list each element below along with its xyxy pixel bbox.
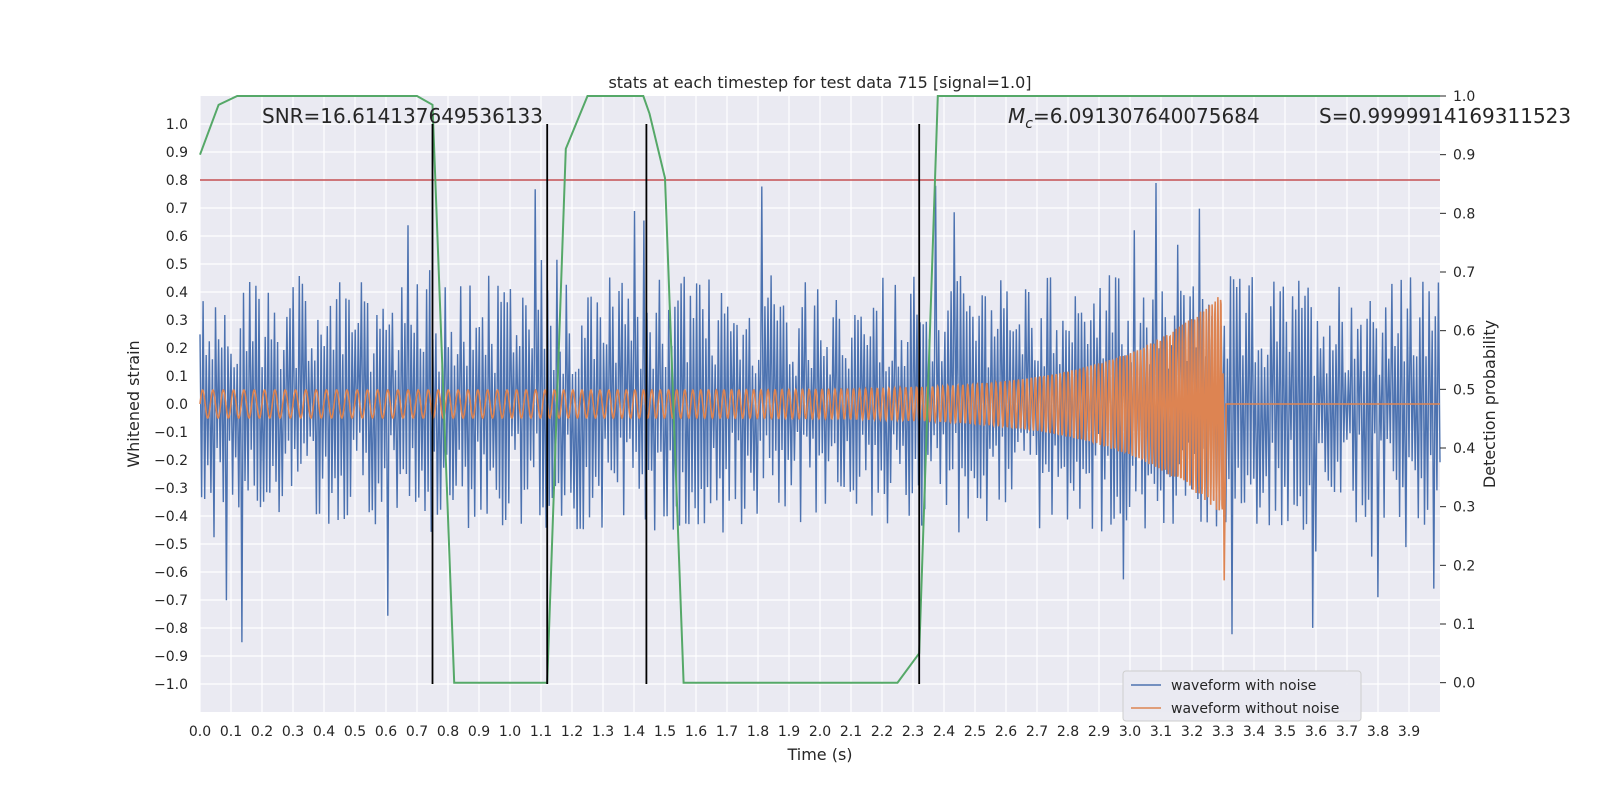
x-tick-label: 1.7: [716, 724, 738, 740]
y2-tick-label: 0.9: [1453, 148, 1475, 164]
x-tick-label: 2.6: [995, 724, 1017, 740]
y2-tick-label: 0.4: [1453, 441, 1475, 457]
x-tick-label: 2.9: [1088, 724, 1110, 740]
x-tick-label: 2.7: [1026, 724, 1048, 740]
y-axis-right: 1.0 0.9 0.8 0.7 0.6 0.5 0.4 0.3 0.2 0.1 0.0: [1440, 89, 1475, 692]
s-annotation: S=0.9999914169311523: [1319, 104, 1571, 128]
x-tick-label: 2.2: [871, 724, 893, 740]
y-tick-label: 0.3: [166, 313, 188, 329]
x-tick-label: 0.1: [220, 724, 242, 740]
y-tick-label: 0.5: [166, 257, 188, 273]
x-tick-label: 3.9: [1398, 724, 1420, 740]
clean-waveform-line: [199, 297, 1440, 581]
x-tick-label: 3.3: [1212, 724, 1234, 740]
x-tick-label: 1.9: [778, 724, 800, 740]
y-tick-label: −0.8: [154, 621, 188, 637]
x-axis-label: Time (s): [786, 745, 852, 764]
y-tick-label: −0.9: [154, 649, 188, 665]
y-tick-label: −0.5: [154, 537, 188, 553]
x-tick-label: 3.6: [1305, 724, 1327, 740]
x-tick-label: 2.8: [1057, 724, 1079, 740]
x-tick-label: 1.5: [654, 724, 676, 740]
y-axis-label: Whitened strain: [124, 340, 143, 467]
y-tick-label: −0.7: [154, 593, 188, 609]
chirp-mass-subscript: c: [1025, 116, 1033, 132]
y-tick-label: −0.2: [154, 453, 188, 469]
chirp-mass-value: =6.091307640075684: [1033, 104, 1260, 128]
y2-tick-label: 0.6: [1453, 324, 1475, 340]
x-tick-label: 0.2: [251, 724, 273, 740]
y2-tick-label: 0.0: [1453, 676, 1475, 692]
x-tick-label: 1.0: [499, 724, 521, 740]
snr-annotation: SNR=16.614137649536133: [262, 104, 543, 128]
legend-box: [1122, 670, 1362, 722]
x-tick-label: 0.3: [282, 724, 304, 740]
y2-tick-label: 0.7: [1453, 265, 1475, 281]
y2-tick-label: 0.1: [1453, 617, 1475, 633]
x-axis: 0.0 0.1 0.2 0.3 0.4 0.5 0.6 0.7 0.8 0.9 1.0 1.1 1.2 1…: [189, 724, 1420, 740]
y-tick-label: 0.2: [166, 341, 188, 357]
x-tick-label: 1.8: [747, 724, 769, 740]
x-tick-label: 1.3: [592, 724, 614, 740]
y-tick-label: 0.9: [166, 145, 188, 161]
x-tick-label: 1.6: [685, 724, 707, 740]
y-tick-label: 0.0: [166, 397, 188, 413]
legend: waveform with noise waveform without noi…: [1122, 670, 1362, 722]
y-tick-label: 0.6: [166, 229, 188, 245]
y2-axis-label: Detection probability: [1480, 320, 1499, 488]
series-layer: [199, 95, 1441, 684]
y-tick-label: 0.4: [166, 285, 188, 301]
noisy-waveform-line: [199, 182, 1441, 643]
y2-tick-label: 0.8: [1453, 206, 1475, 222]
x-tick-label: 2.0: [809, 724, 831, 740]
chart-title: stats at each timestep for test data 715…: [608, 73, 1031, 92]
y2-tick-label: 0.5: [1453, 382, 1475, 398]
x-tick-label: 2.3: [902, 724, 924, 740]
legend-label-clean: waveform without noise: [1171, 701, 1339, 717]
chirp-mass-annotation: Mc=6.091307640075684: [1008, 104, 1260, 132]
y2-tick-label: 0.3: [1453, 500, 1475, 516]
y2-tick-label: 1.0: [1453, 89, 1475, 105]
x-tick-label: 3.8: [1367, 724, 1389, 740]
x-tick-label: 1.4: [623, 724, 645, 740]
y-tick-label: 0.8: [166, 173, 188, 189]
x-tick-label: 2.5: [964, 724, 986, 740]
y-tick-label: −0.6: [154, 565, 188, 581]
y2-tick-label: 0.2: [1453, 558, 1475, 574]
grid: [199, 96, 1440, 712]
x-tick-label: 0.9: [468, 724, 490, 740]
x-tick-label: 0.0: [189, 724, 211, 740]
x-tick-label: 1.2: [561, 724, 583, 740]
x-tick-label: 0.8: [437, 724, 459, 740]
detection-probability-line: [199, 95, 1440, 684]
legend-label-noisy: waveform with noise: [1171, 678, 1316, 694]
x-tick-label: 2.4: [933, 724, 955, 740]
x-tick-label: 0.6: [375, 724, 397, 740]
x-tick-label: 3.4: [1243, 724, 1265, 740]
x-tick-label: 3.7: [1336, 724, 1358, 740]
y-tick-label: −0.3: [154, 481, 188, 497]
y-tick-label: 0.7: [166, 201, 188, 217]
x-tick-label: 0.7: [406, 724, 428, 740]
chirp-mass-symbol: M: [1008, 104, 1025, 128]
x-tick-label: 1.1: [530, 724, 552, 740]
x-tick-label: 0.5: [344, 724, 366, 740]
y-tick-label: −0.4: [154, 509, 188, 525]
y-tick-label: 1.0: [166, 117, 188, 133]
y-tick-label: −1.0: [154, 677, 188, 693]
x-tick-label: 2.1: [840, 724, 862, 740]
x-tick-label: 3.5: [1274, 724, 1296, 740]
x-tick-label: 3.1: [1150, 724, 1172, 740]
x-tick-label: 0.4: [313, 724, 335, 740]
x-tick-label: 3.0: [1119, 724, 1141, 740]
plot-area: [199, 95, 1441, 712]
y-tick-label: −0.1: [154, 425, 188, 441]
y-tick-label: 0.1: [166, 369, 188, 385]
x-tick-label: 3.2: [1181, 724, 1203, 740]
y-axis-left: 1.0 0.9 0.8 0.7 0.6 0.5 0.4 0.3 0.2 0.1 0.0 −0.1 −0.…: [154, 117, 188, 693]
